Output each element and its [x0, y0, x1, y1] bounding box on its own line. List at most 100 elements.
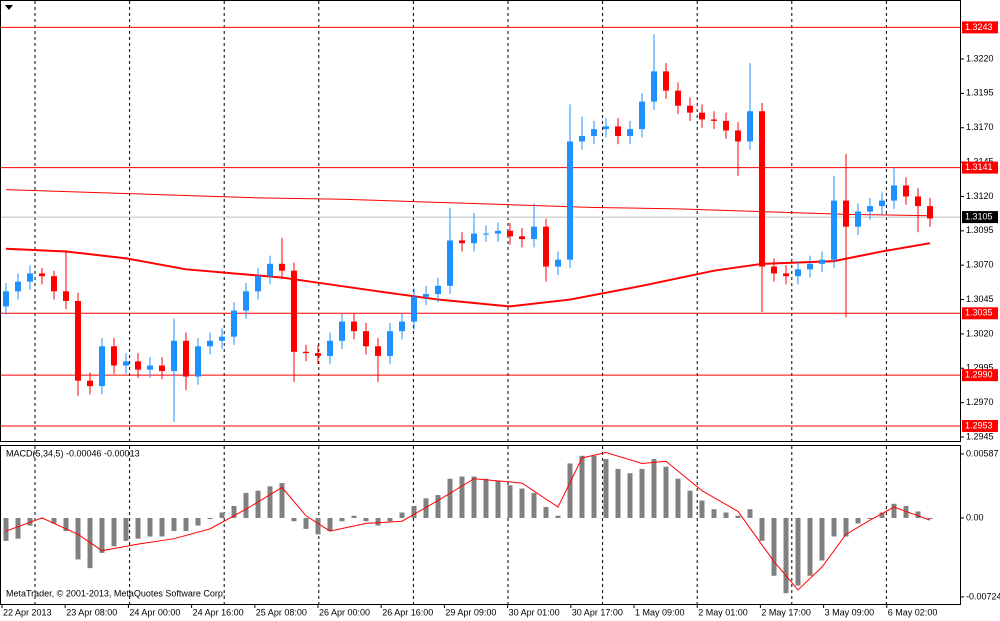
candle-body — [303, 351, 309, 354]
x-tick-label: 6 May 02:00 — [888, 607, 938, 617]
candle-body — [135, 361, 141, 370]
macd-bar — [267, 486, 273, 518]
candle-body — [339, 321, 345, 341]
x-tick-label: 3 May 09:00 — [825, 607, 875, 617]
macd-bar — [591, 455, 597, 518]
macd-bar — [495, 480, 501, 518]
level-label-bg — [962, 161, 998, 174]
y-tick-label: 0.00 — [966, 512, 984, 522]
candle-body — [171, 340, 177, 372]
candle-body — [567, 141, 573, 260]
candle-body — [375, 346, 381, 356]
x-tick-label: 26 Apr 16:00 — [382, 607, 433, 617]
candle-body — [843, 200, 849, 227]
x-tick-label: 26 Apr 00:00 — [319, 607, 370, 617]
y-tick-label: 1.3220 — [966, 53, 994, 63]
macd-bar — [687, 490, 693, 518]
x-tick-label: 25 Apr 08:00 — [256, 607, 307, 617]
macd-bar — [339, 517, 345, 522]
macd-bar — [903, 505, 909, 518]
level-label-bg — [962, 21, 998, 34]
candle-body — [291, 270, 297, 352]
candle-body — [483, 233, 489, 235]
candle-body — [267, 263, 273, 277]
macd-bar — [3, 517, 9, 541]
macd-bar — [843, 517, 849, 537]
macd-bar — [675, 478, 681, 518]
y-tick-label: 1.3170 — [966, 122, 994, 132]
macd-bar — [915, 511, 921, 518]
macd-bar — [831, 517, 837, 537]
macd-bar — [207, 517, 213, 520]
candle-body — [495, 230, 501, 234]
y-tick-label: 1.3195 — [966, 88, 994, 98]
macd-bar — [519, 488, 525, 518]
x-tick-label: 2 May 17:00 — [761, 607, 811, 617]
candle-body — [123, 361, 129, 366]
candle-body — [507, 230, 513, 237]
candle-body — [615, 126, 621, 136]
macd-bar — [303, 517, 309, 529]
macd-bar — [171, 517, 177, 532]
candle-body — [519, 236, 525, 240]
candle-body — [651, 71, 657, 102]
current-price-label: 1.3105 — [965, 211, 993, 221]
x-tick-label: 24 Apr 16:00 — [193, 607, 244, 617]
candle-body — [903, 185, 909, 197]
candle-body — [423, 294, 429, 297]
current-price-label-bg — [962, 211, 998, 224]
level-label: 1.2953 — [965, 420, 993, 430]
macd-bar — [507, 485, 513, 518]
macd-bar — [471, 476, 477, 518]
candle-body — [879, 200, 885, 207]
x-tick-label: 30 Apr 17:00 — [572, 607, 623, 617]
macd-bar — [879, 512, 885, 518]
macd-bar — [867, 517, 873, 520]
x-tick-label: 1 May 09:00 — [635, 607, 685, 617]
macd-bar — [627, 473, 633, 518]
y-tick-label: 1.3070 — [966, 260, 994, 270]
candle-body — [63, 291, 69, 301]
candle-body — [543, 226, 549, 267]
macd-bar — [543, 507, 549, 518]
macd-bar — [159, 517, 165, 537]
candle-body — [111, 346, 117, 366]
level-label: 1.3141 — [965, 162, 993, 172]
macd-bar — [891, 503, 897, 518]
macd-bar — [927, 517, 933, 520]
candle-body — [27, 273, 33, 282]
signal-line — [5, 452, 931, 591]
macd-bar — [435, 495, 441, 518]
candle-body — [591, 129, 597, 136]
candle-body — [855, 211, 861, 227]
macd-bar — [771, 517, 777, 576]
candle-body — [747, 111, 753, 142]
macd-bar — [231, 505, 237, 518]
macd-bar — [363, 517, 369, 522]
macd-bar — [579, 455, 585, 518]
y-tick-label: -0.00724 — [966, 591, 1000, 601]
candle-body — [411, 296, 417, 322]
macd-bar — [423, 498, 429, 518]
candle-body — [159, 365, 165, 372]
candle-body — [147, 365, 153, 370]
macd-bar — [279, 483, 285, 518]
level-label: 1.3243 — [965, 22, 993, 32]
candle-body — [315, 353, 321, 356]
macd-bar — [759, 517, 765, 541]
x-tick-label: 23 Apr 08:00 — [66, 607, 117, 617]
candle-body — [891, 185, 897, 201]
y-tick-label: 0.00587 — [966, 448, 999, 458]
macd-bar — [411, 505, 417, 518]
macd-title: MACD(5,34,5) -0.00046 -0.00013 — [6, 448, 140, 458]
macd-bar — [183, 517, 189, 532]
macd-bar — [807, 517, 813, 576]
menu-icon[interactable] — [5, 5, 13, 10]
candle-body — [771, 266, 777, 274]
macd-panel-frame — [0, 445, 961, 605]
level-label: 1.3035 — [965, 308, 993, 318]
macd-bar — [27, 517, 33, 526]
level-label-bg — [962, 420, 998, 433]
candle-body — [579, 135, 585, 142]
